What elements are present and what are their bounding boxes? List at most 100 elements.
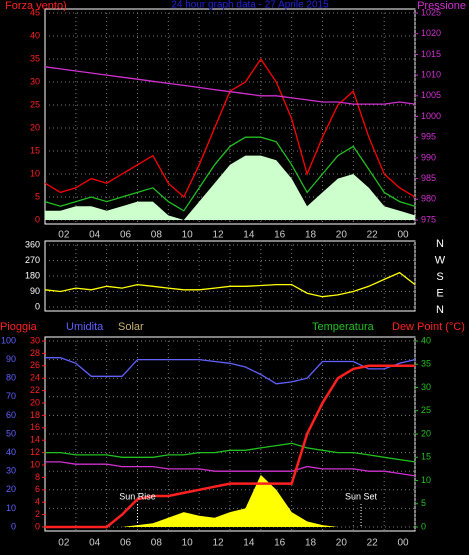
y2-tick-label: 975 (421, 214, 436, 224)
y2-tick-label: 1015 (421, 49, 441, 59)
y3-tick-label: 12 (30, 447, 40, 457)
y2-tick-label: 20 (421, 428, 431, 438)
line (44, 66, 416, 105)
x-tick-label: 00 (397, 230, 409, 241)
y2-tick-label: 1005 (421, 90, 441, 100)
line (45, 461, 416, 477)
line (44, 271, 416, 298)
y3-tick-label: 4 (35, 497, 40, 507)
y2-tick-label: 10 (421, 475, 431, 485)
y3-tick-label: 20 (30, 397, 40, 407)
x-tick-label: 08 (151, 538, 163, 549)
y2-tick-label: 985 (421, 173, 436, 183)
compass-label: E (436, 287, 443, 299)
line (44, 136, 416, 212)
area (45, 474, 415, 527)
x-tick-label: 14 (243, 230, 255, 241)
y-tick-label: 15 (30, 145, 40, 155)
y3-tick-label: 30 (30, 335, 40, 345)
x-tick-label: 10 (182, 230, 194, 241)
y3-tick-label: 16 (30, 422, 40, 432)
y2-tick-label: 1020 (421, 28, 441, 38)
y-tick-label: 60 (6, 410, 16, 420)
chart-title: 24 hour graph data - 27 Aprile 2015 (171, 0, 329, 11)
y-tick-label: 35 (30, 53, 40, 63)
x-tick-label: 04 (89, 538, 101, 549)
y-tick-label: 90 (6, 354, 16, 364)
y2-tick-label: 1000 (421, 111, 441, 121)
x-tick-label: 16 (274, 230, 286, 241)
y-tick-label: 30 (6, 466, 16, 476)
y-tick-label: 30 (30, 76, 40, 86)
y2-tick-label: 25 (421, 405, 431, 415)
x-tick-label: 02 (58, 230, 70, 241)
y2-axis-label: Pressione (417, 0, 466, 12)
x-tick-label: 18 (305, 230, 317, 241)
x-tick-label: 12 (212, 230, 224, 241)
y3-tick-label: 22 (30, 385, 40, 395)
y3-tick-label: 14 (30, 435, 40, 445)
x-tick-label: 20 (336, 230, 348, 241)
y-tick-label: 10 (30, 168, 40, 178)
compass-label: S (436, 271, 443, 283)
y-tick-label: 80 (6, 373, 16, 383)
y3-tick-label: 24 (30, 373, 40, 383)
y3-tick-label: 26 (30, 360, 40, 370)
line (45, 364, 415, 529)
y2-tick-label: 30 (421, 382, 431, 392)
y2-tick-label: 1025 (421, 7, 441, 17)
y2-tick-label: 40 (421, 335, 431, 345)
annotation: Sun Rise (119, 491, 156, 501)
x-tick-label: 02 (58, 538, 70, 549)
y3-tick-label: 10 (30, 459, 40, 469)
y-tick-label: 25 (30, 99, 40, 109)
line (45, 442, 416, 463)
x-tick-label: 06 (120, 230, 132, 241)
y3-tick-label: 8 (35, 472, 40, 482)
y-tick-label: 0 (35, 301, 40, 311)
series-label: Dew Point (°C) (392, 321, 465, 333)
series-label: Umidita (66, 321, 104, 333)
series-label: Pioggia (0, 321, 38, 333)
x-tick-label: 14 (243, 538, 255, 549)
y3-tick-label: 0 (35, 521, 40, 531)
y3-tick-label: 6 (35, 484, 40, 494)
series-label: Solar (118, 321, 144, 333)
compass-label: N (436, 304, 444, 316)
area (45, 155, 415, 220)
annotation: Sun Set (345, 491, 378, 501)
x-tick-label: 22 (367, 230, 379, 241)
x-tick-label: 16 (274, 538, 286, 549)
y2-tick-label: 5 (421, 498, 426, 508)
y2-tick-label: 15 (421, 452, 431, 462)
y-tick-label: 270 (25, 255, 40, 265)
y-tick-label: 360 (25, 239, 40, 249)
y-tick-label: 50 (6, 428, 16, 438)
x-tick-label: 20 (336, 538, 348, 549)
y-tick-label: 20 (6, 484, 16, 494)
y2-tick-label: 0 (421, 521, 426, 531)
y-axis-label: Forza vento) (5, 0, 67, 12)
x-tick-label: 18 (305, 538, 317, 549)
y-tick-label: 0 (11, 521, 16, 531)
x-tick-label: 06 (120, 538, 132, 549)
y2-tick-label: 990 (421, 152, 436, 162)
y-tick-label: 70 (6, 391, 16, 401)
y-tick-label: 5 (35, 191, 40, 201)
y2-tick-label: 995 (421, 132, 436, 142)
x-tick-label: 08 (151, 230, 163, 241)
line (45, 357, 416, 385)
y2-tick-label: 980 (421, 194, 436, 204)
y3-tick-label: 28 (30, 348, 40, 358)
y-tick-label: 90 (30, 286, 40, 296)
y-tick-label: 45 (30, 7, 40, 17)
compass-label: W (435, 254, 446, 266)
y-tick-label: 180 (25, 270, 40, 280)
x-tick-label: 00 (397, 538, 409, 549)
x-tick-label: 10 (182, 538, 194, 549)
compass-label: N (436, 238, 444, 250)
y-tick-label: 40 (30, 30, 40, 40)
series-label: Temperatura (312, 321, 375, 333)
y-tick-label: 100 (1, 335, 16, 345)
